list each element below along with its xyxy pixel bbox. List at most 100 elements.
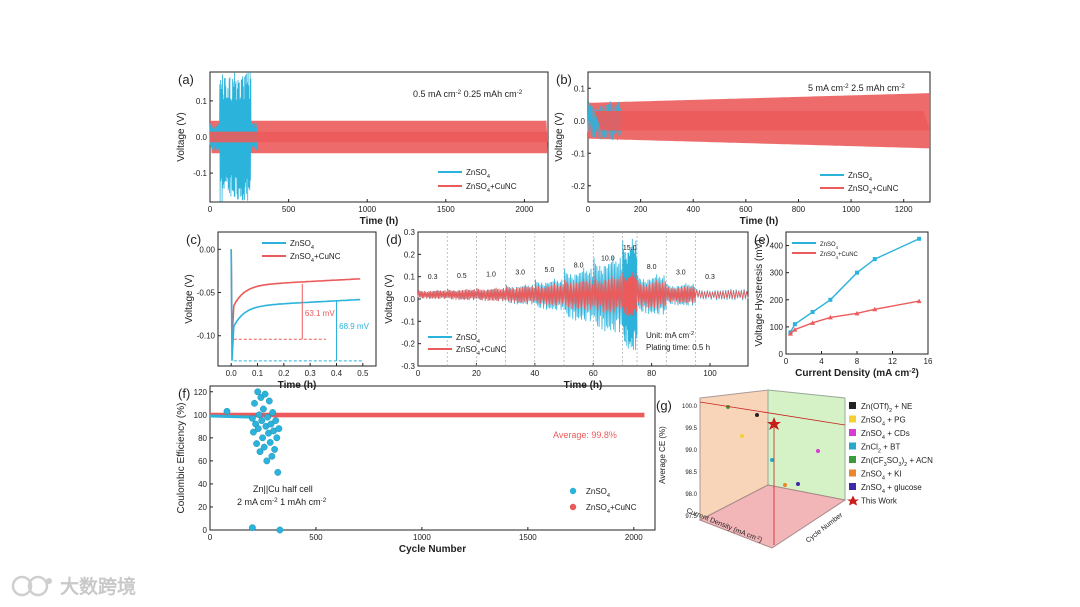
chart-c-xtick-label: 0.4 bbox=[331, 369, 343, 378]
chart-d-panel-label: (d) bbox=[386, 232, 402, 247]
chart-g-data-point bbox=[755, 413, 759, 417]
watermark-logo-icon bbox=[11, 575, 52, 596]
chart-e-ylabel: Voltage Hysteresis (mV) bbox=[754, 239, 765, 346]
chart-d-rate-label: 15.0 bbox=[623, 245, 637, 252]
chart-f-znso4-point bbox=[254, 425, 262, 432]
chart-f-ytick-label: 0 bbox=[203, 526, 208, 535]
chart-e-znso4-point bbox=[872, 257, 877, 262]
chart-g-ztick-label: 97.5 bbox=[685, 514, 697, 520]
chart-d-cunc-segment bbox=[476, 287, 506, 302]
chart-d-cunc-segment bbox=[417, 290, 448, 300]
chart-e-cunc-point bbox=[854, 310, 860, 316]
chart-e-ytick-label: 400 bbox=[770, 242, 784, 251]
chart-e-ytick-label: 200 bbox=[770, 296, 784, 305]
chart-f-panel-label: (f) bbox=[178, 386, 190, 401]
chart-g-legend-marker bbox=[849, 415, 856, 423]
chart-g-legend-label: Zn(OTf)2 + NE bbox=[861, 402, 912, 414]
chart-d-rate-label: 3.0 bbox=[676, 269, 686, 276]
chart-a-condition-text: 0.5 mA cm-2 0.25 mAh cm-2 bbox=[413, 89, 523, 100]
chart-b-ytick-label: -0.2 bbox=[571, 182, 585, 191]
chart-b-cunc-core bbox=[594, 111, 930, 131]
chart-d-ytick-label: -0.1 bbox=[401, 317, 415, 326]
chart-e-znso4-point bbox=[828, 297, 833, 302]
chart-g-floor bbox=[698, 484, 847, 549]
chart-b-condition-text: 5 mA cm-2 2.5 mAh cm-2 bbox=[808, 83, 905, 94]
chart-d-rate-label: 0.5 bbox=[457, 273, 467, 280]
chart-g-data-point bbox=[816, 449, 820, 453]
chart-c-znso4-value: 68.9 mV bbox=[339, 322, 369, 331]
chart-g-legend-marker bbox=[847, 495, 859, 506]
chart-g-ztick-label: 99.0 bbox=[685, 448, 697, 454]
chart-d-cunc-segment bbox=[636, 279, 667, 310]
chart-f-znso4-point bbox=[259, 434, 266, 442]
chart-d-rate-label: 5.0 bbox=[545, 267, 555, 274]
chart-g-ztick-label: 99.5 bbox=[685, 426, 697, 432]
chart-d-ytick-label: 0.1 bbox=[404, 273, 416, 282]
chart-f-ylabel: Coulombic Efficiency (%) bbox=[176, 403, 187, 514]
chart-c-xtick-label: 0.5 bbox=[357, 369, 369, 378]
chart-g-reference-line bbox=[699, 401, 846, 426]
chart-f-znso4-point bbox=[264, 413, 271, 421]
chart-e-cunc-series bbox=[789, 300, 920, 335]
chart-f-znso4-point bbox=[256, 448, 264, 456]
chart-e-cunc-point bbox=[810, 320, 816, 325]
chart-e-znso4-point bbox=[917, 236, 922, 241]
chart-g-legend-marker bbox=[849, 469, 856, 477]
chart-g-legend-marker bbox=[849, 402, 856, 409]
chart-b-cunc-legend-label: ZnSO4+CuNC bbox=[848, 184, 899, 196]
chart-d-cunc-segment bbox=[665, 285, 696, 304]
chart-a-xtick-label: 0 bbox=[208, 205, 213, 214]
chart-c-xtick-label: 0.2 bbox=[278, 369, 290, 378]
chart-f-znso4-legend-marker bbox=[569, 487, 577, 495]
chart-f-ytick-label: 100 bbox=[194, 411, 208, 420]
chart-a-panel-label: (a) bbox=[178, 72, 194, 87]
chart-d-cunc-segment bbox=[534, 283, 565, 306]
chart-d-xtick-label: 60 bbox=[589, 369, 598, 378]
chart-f-znso4-point bbox=[267, 420, 275, 428]
chart-f-znso4-point bbox=[259, 405, 267, 413]
chart-b-ylabel: Voltage (V) bbox=[554, 112, 565, 161]
chart-f-znso4-point bbox=[258, 417, 266, 424]
chart-g-data-point bbox=[770, 458, 774, 462]
chart-d-cunc-legend-label: ZnSO4+CuNC bbox=[456, 345, 507, 357]
chart-d-znso4-legend-label: ZnSO4 bbox=[456, 333, 480, 345]
chart-g-data-point bbox=[796, 482, 800, 486]
chart-d-rate-label: 8.0 bbox=[574, 262, 584, 269]
chart-c-xtick-label: 0.0 bbox=[226, 369, 238, 378]
chart-a-xtick-label: 1500 bbox=[437, 205, 455, 214]
chart-f-znso4-early bbox=[209, 414, 253, 419]
chart-f-znso4-point bbox=[223, 407, 231, 415]
chart-g-legend-marker bbox=[849, 429, 856, 436]
chart-f-znso4-point bbox=[248, 414, 256, 422]
chart-a-xtick-label: 2000 bbox=[516, 205, 534, 214]
chart-e-cunc-point bbox=[872, 306, 878, 312]
chart-b-xtick-label: 200 bbox=[634, 205, 648, 214]
chart-g-legend-label: ZnSO4 + KI bbox=[861, 470, 902, 482]
chart-f-znso4-point bbox=[269, 409, 277, 416]
chart-d-ytick-label: 0.0 bbox=[404, 295, 416, 304]
chart-a-cunc-core bbox=[210, 131, 548, 143]
chart-c-frame bbox=[217, 231, 377, 367]
chart-f-xtick-label: 500 bbox=[309, 533, 323, 542]
chart-b-xtick-label: 1200 bbox=[895, 205, 913, 214]
chart-f-cunc-legend-label: ZnSO4+CuNC bbox=[586, 503, 637, 515]
chart-a-ytick-label: 0.0 bbox=[196, 133, 208, 142]
chart-f-cunc-series bbox=[210, 412, 645, 418]
chart-d-rate-label: 8.0 bbox=[647, 264, 657, 271]
chart-a-xtick-label: 1000 bbox=[358, 205, 376, 214]
chart-b-xtick-label: 600 bbox=[739, 205, 753, 214]
chart-d-plating-text: Plating time: 0.5 h bbox=[646, 343, 710, 352]
chart-f-ytick-label: 20 bbox=[198, 503, 207, 512]
chart-c-znso4-legend-label: ZnSO4 bbox=[290, 239, 314, 251]
chart-d-unit-text: Unit: mA cm-2 bbox=[646, 331, 694, 340]
chart-a-xtick-label: 500 bbox=[282, 205, 296, 214]
chart-g-side-wall bbox=[767, 389, 846, 501]
chart-f-znso4-point bbox=[271, 445, 278, 453]
chart-f-znso4-point bbox=[275, 425, 283, 432]
chart-c-cunc-legend-label: ZnSO4+CuNC bbox=[290, 252, 341, 264]
watermark-text: 大数跨境 bbox=[60, 577, 137, 598]
chart-c-cunc-value: 63.1 mV bbox=[305, 309, 335, 318]
chart-a-xlabel: Time (h) bbox=[360, 216, 399, 227]
chart-e-xlabel: Current Density (mA cm-2) bbox=[795, 368, 919, 380]
chart-b-panel-label: (b) bbox=[556, 72, 572, 87]
